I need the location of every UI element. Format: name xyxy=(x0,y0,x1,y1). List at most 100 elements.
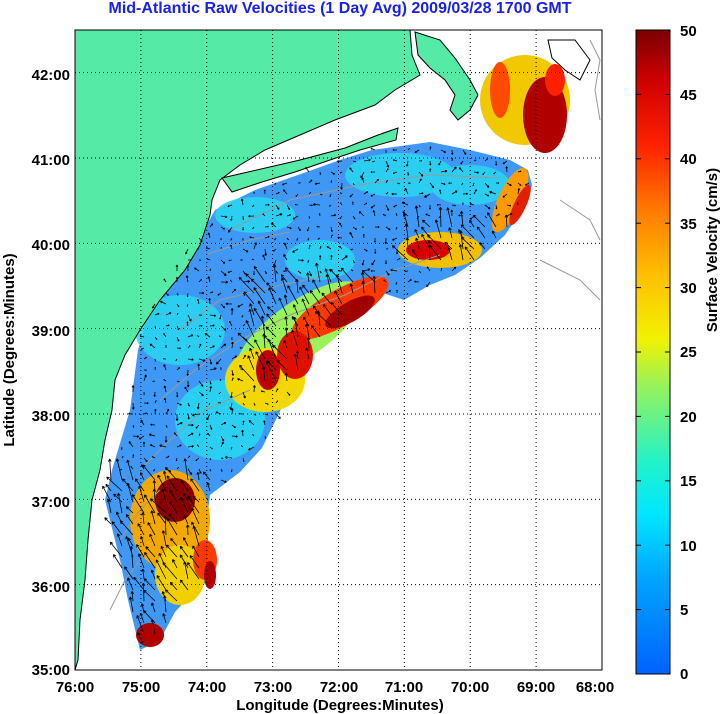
velocity-arrow xyxy=(179,545,189,558)
velocity-arrow xyxy=(469,219,475,228)
velocity-arrow xyxy=(464,246,475,261)
velocity-arrow xyxy=(352,259,355,264)
velocity-arrow xyxy=(186,380,190,388)
velocity-arrow xyxy=(283,340,288,349)
velocity-arrow xyxy=(517,188,521,195)
velocity-arrow xyxy=(314,310,332,327)
velocity-arrow xyxy=(231,355,238,360)
velocity-arrow xyxy=(231,435,238,438)
velocity-arrow xyxy=(308,204,313,207)
velocity-arrow xyxy=(274,237,277,241)
velocity-arrow xyxy=(385,204,390,211)
velocity-arrow xyxy=(154,408,157,415)
velocity-arrow xyxy=(374,226,380,229)
velocity-arrow xyxy=(159,300,167,305)
velocity-arrow xyxy=(209,314,217,317)
velocity-arrow xyxy=(192,545,200,558)
velocity-arrow xyxy=(191,521,200,536)
velocity-arrow xyxy=(209,468,212,472)
velocity-arrow xyxy=(334,290,343,305)
velocity-arrow xyxy=(231,288,237,294)
velocity-arrow xyxy=(169,581,178,591)
velocity-arrow xyxy=(208,297,211,305)
velocity-arrow xyxy=(154,336,158,340)
velocity-arrow xyxy=(248,420,255,426)
velocity-arrow xyxy=(370,204,376,209)
velocity-arrow xyxy=(262,254,266,261)
velocity-arrow xyxy=(338,222,343,228)
velocity-arrow xyxy=(440,267,443,272)
velocity-arrow xyxy=(187,423,194,427)
velocity-arrow xyxy=(230,308,234,316)
velocity-arrow xyxy=(165,424,168,428)
velocity-arrow xyxy=(227,204,233,208)
velocity-arrow xyxy=(180,579,189,591)
velocity-arrow xyxy=(373,237,377,243)
velocity-arrow xyxy=(484,193,490,197)
velocity-arrow xyxy=(176,402,182,406)
velocity-arrow xyxy=(141,512,145,525)
velocity-arrows xyxy=(102,146,530,646)
velocity-arrow xyxy=(176,367,181,371)
velocity-arrow xyxy=(462,192,468,195)
velocity-arrow xyxy=(402,211,409,217)
velocity-arrow xyxy=(502,160,508,165)
velocity-arrow xyxy=(329,268,343,283)
velocity-arrow xyxy=(361,259,365,266)
velocity-arrow xyxy=(249,236,255,239)
velocity-arrow xyxy=(451,166,457,173)
velocity-arrow xyxy=(143,578,156,591)
velocity-arrow xyxy=(407,279,412,283)
velocity-arrow xyxy=(220,237,222,241)
velocity-arrow xyxy=(128,441,134,448)
velocity-arrow xyxy=(340,267,354,283)
velocity-arrow xyxy=(163,378,167,382)
y-tick-label: 42:00 xyxy=(32,67,70,84)
velocity-arrow xyxy=(286,237,289,241)
velocity-arrow xyxy=(396,289,398,294)
velocity-arrow xyxy=(176,303,180,308)
velocity-arrow xyxy=(361,280,365,294)
velocity-arrow xyxy=(163,515,168,536)
velocity-arrow xyxy=(313,203,321,207)
velocity-arrow xyxy=(148,433,156,437)
velocity-arrow xyxy=(136,544,145,558)
velocity-arrow xyxy=(459,210,464,228)
velocity-arrow xyxy=(144,494,156,514)
colorbar-gradient xyxy=(635,29,671,675)
velocity-arrow xyxy=(207,432,211,437)
velocity-arrow xyxy=(495,182,500,184)
velocity-arrow xyxy=(237,378,244,382)
velocity-arrow xyxy=(295,278,299,294)
velocity-arrow xyxy=(312,279,321,294)
velocity-arrow xyxy=(302,316,310,327)
velocity-arrow xyxy=(154,358,157,362)
colorbar-tick-label: 45 xyxy=(680,87,697,104)
velocity-arrow xyxy=(305,166,310,173)
velocity-arrow xyxy=(113,554,123,569)
velocity-arrow xyxy=(266,282,277,294)
velocity-arrow xyxy=(293,353,299,371)
velocity-arrow xyxy=(194,267,200,272)
velocity-arrow xyxy=(473,189,477,195)
velocity-arrow xyxy=(274,182,277,185)
velocity-arrow xyxy=(141,568,145,580)
velocity-arrow xyxy=(482,171,486,176)
velocity-arrow xyxy=(438,160,442,166)
colorbar-tick-label: 10 xyxy=(680,538,697,555)
velocity-arrow xyxy=(266,313,277,327)
velocity-arrow xyxy=(176,336,180,342)
velocity-arrow xyxy=(230,237,233,241)
velocity-arrow xyxy=(186,264,190,272)
velocity-arrow xyxy=(374,178,379,184)
velocity-arrow xyxy=(264,225,269,228)
velocity-arrow xyxy=(152,380,156,383)
velocity-arrow xyxy=(418,171,424,177)
velocity-arrow xyxy=(257,300,266,316)
velocity-arrow xyxy=(384,259,388,265)
velocity-arrow xyxy=(161,488,167,503)
velocity-arrow xyxy=(459,230,464,250)
velocity-arrow xyxy=(487,212,497,228)
velocity-arrow xyxy=(102,485,112,503)
velocity-arrow xyxy=(418,204,421,208)
